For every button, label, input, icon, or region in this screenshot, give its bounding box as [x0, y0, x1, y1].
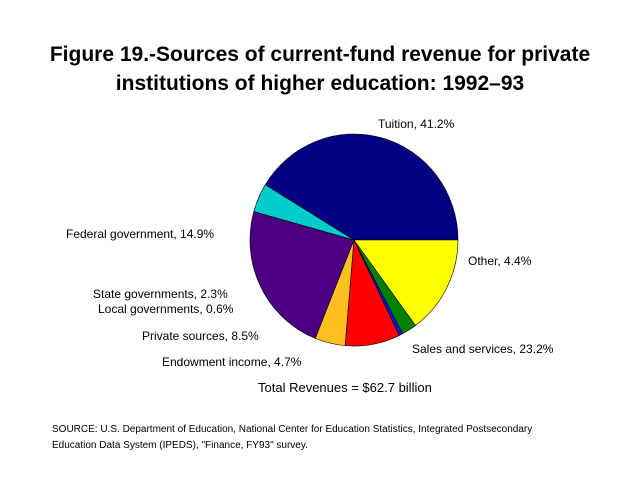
label-tuition: Tuition, 41.2% [378, 117, 455, 131]
chart-title-line-1: Figure 19.-Sources of current-fund reven… [49, 43, 591, 66]
total-revenues: Total Revenues = $62.7 billion [258, 380, 432, 395]
source-line-1: SOURCE: U.S. Department of Education, Na… [52, 424, 533, 435]
slice-labels: Tuition, 41.2% Other, 4.4% Sales and servi… [66, 117, 554, 369]
slice-federal-government [353, 239, 459, 326]
chart-title-line-2: institutions of higher education: 1992–9… [115, 72, 525, 95]
source-line-2: Education Data System (IPEDS), "Finance,… [52, 440, 308, 451]
slice-sales-and-services [249, 211, 355, 339]
label-private-sources: Private sources, 8.5% [142, 329, 259, 343]
label-state-governments: State governments, 2.3% [93, 287, 228, 301]
label-local-governments: Local governments, 0.6% [98, 302, 234, 316]
chart-title: Figure 19.-Sources of current-fund reven… [0, 40, 640, 98]
label-other: Other, 4.4% [468, 254, 532, 268]
pie-slices [249, 133, 459, 347]
label-sales-and-services: Sales and services, 23.2% [412, 342, 554, 356]
label-federal-government: Federal government, 14.9% [66, 227, 214, 241]
slice-tuition [264, 133, 459, 241]
label-endowment-income: Endowment income, 4.7% [162, 355, 302, 369]
source-note: SOURCE: U.S. Department of Education, Na… [52, 422, 612, 454]
